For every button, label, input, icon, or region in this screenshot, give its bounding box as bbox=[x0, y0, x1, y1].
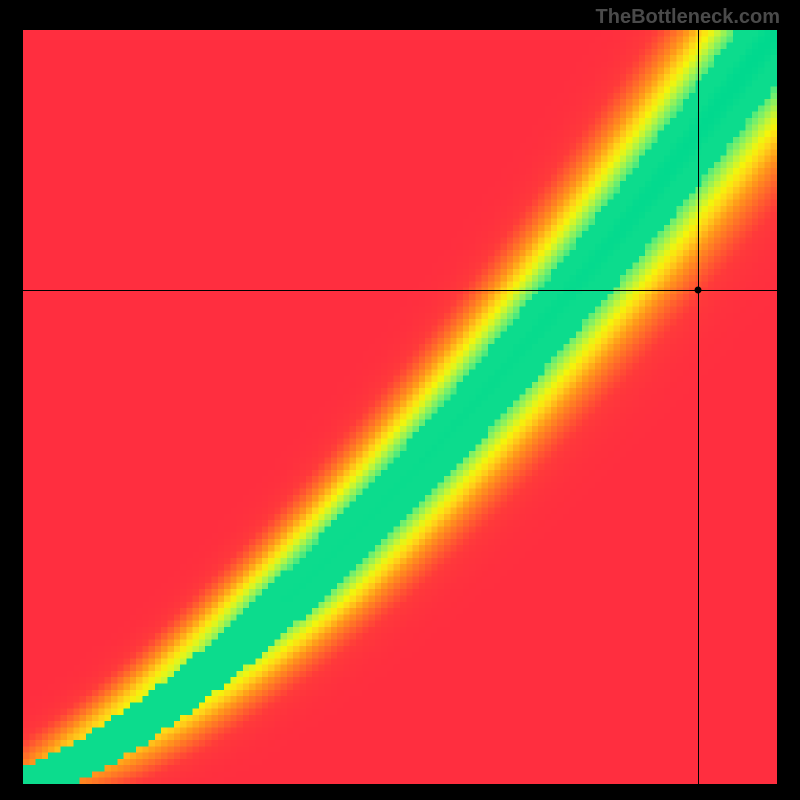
crosshair-point bbox=[694, 287, 701, 294]
bottleneck-heatmap bbox=[23, 30, 777, 784]
crosshair-horizontal bbox=[23, 290, 777, 291]
crosshair-vertical bbox=[698, 30, 699, 784]
heatmap-canvas bbox=[23, 30, 777, 784]
watermark-text: TheBottleneck.com bbox=[596, 6, 780, 29]
